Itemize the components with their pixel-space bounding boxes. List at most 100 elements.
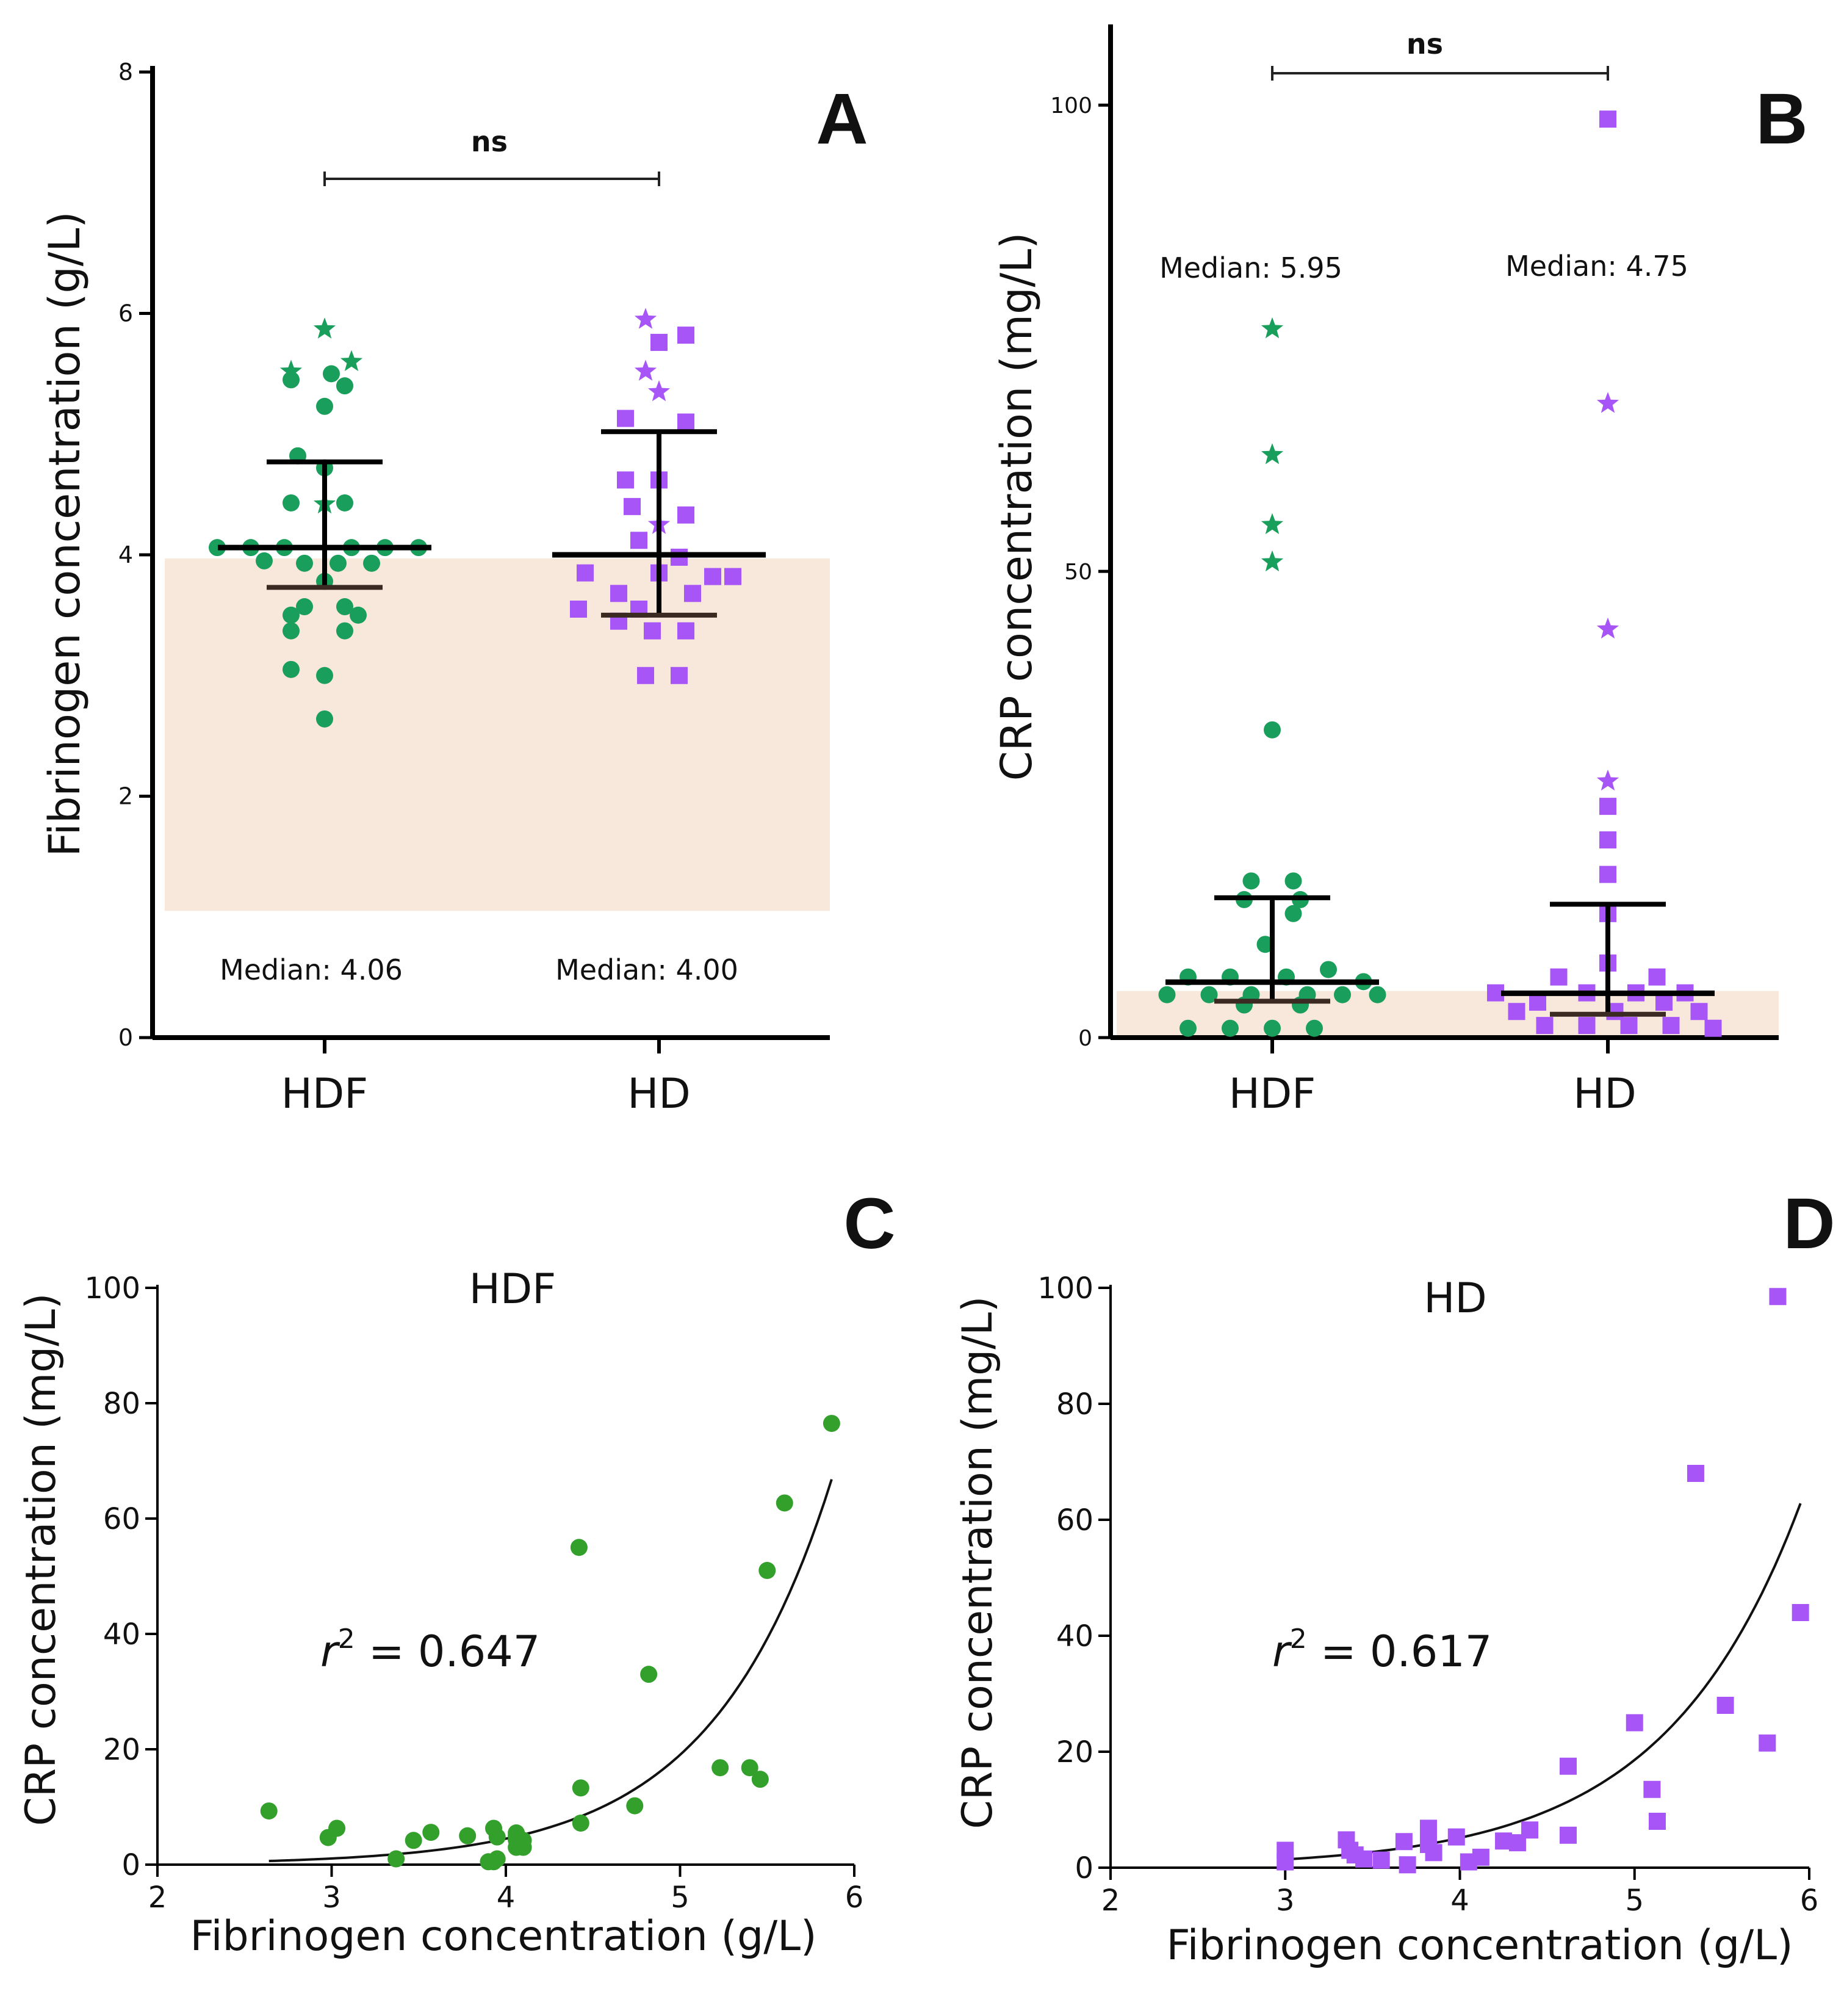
panel-b-hdf-point xyxy=(1320,961,1337,978)
panel-c-data-point xyxy=(422,1824,440,1841)
panel-b-hd-point xyxy=(1599,865,1616,883)
panel-d-data-point xyxy=(1648,1813,1666,1830)
panel-d-x-tick-label: 4 xyxy=(1450,1884,1469,1918)
panel-a-hdf-point xyxy=(316,667,333,684)
panel-d-data-point xyxy=(1792,1604,1809,1621)
panel-b-y-tick-label: 0 xyxy=(1078,1026,1092,1051)
panel-d-y-axis-label: CRP concentration (mg/L) xyxy=(954,1296,1002,1829)
panel-a-hd-point xyxy=(677,622,694,640)
panel-b-hd-point xyxy=(1655,993,1673,1011)
panel-a-hd-point xyxy=(677,413,694,431)
panel-a-hd-point xyxy=(677,506,694,524)
panel-b-category-hd: HD xyxy=(1573,1070,1637,1118)
panel-a-y-tick-label: 0 xyxy=(118,1024,133,1051)
panel-c-data-point xyxy=(570,1539,588,1556)
panel-a-hdf-point xyxy=(283,494,300,511)
panel-a-y-axis-label: Fibrinogen concentration (g/L) xyxy=(40,211,90,856)
panel-d-r2-sup: 2 xyxy=(1290,1624,1307,1655)
panel-c-data-point xyxy=(405,1832,422,1849)
panel-d-data-point xyxy=(1559,1826,1577,1844)
panel-a-hd-point xyxy=(637,667,654,684)
panel-b-hdf-point xyxy=(1334,986,1351,1003)
panel-b-hd-point xyxy=(1550,968,1568,986)
panel-b-star-point xyxy=(1261,550,1284,572)
panel-c-title: HDF xyxy=(469,1265,556,1313)
panel-d-y-tick-label: 60 xyxy=(1056,1503,1093,1537)
panel-b-hdf-point xyxy=(1242,872,1260,890)
panel-c-x-tick-label: 2 xyxy=(148,1881,167,1915)
panel-d-data-point xyxy=(1447,1828,1465,1846)
panel-a-hdf-point xyxy=(330,554,347,572)
panel-a-star-point xyxy=(340,350,363,371)
panel-b-hd-point xyxy=(1648,968,1666,986)
panel-b-plot: 0 50 100 xyxy=(1050,24,1779,1053)
panel-d-data-point xyxy=(1425,1844,1442,1862)
panel-a-hd-point xyxy=(630,532,647,549)
panel-a-hdf-point xyxy=(350,606,367,624)
panel-a-star-point xyxy=(634,359,657,381)
panel-d-data-point xyxy=(1399,1856,1416,1874)
panel-b-hd-point xyxy=(1599,110,1616,128)
panel-b-hd-point xyxy=(1599,798,1616,815)
panel-c-data-point xyxy=(626,1797,644,1815)
panel-b-y-tick-label: 100 xyxy=(1050,93,1092,118)
panel-d-y-tick-label: 20 xyxy=(1056,1735,1093,1769)
panel-c-x-tick-label: 5 xyxy=(671,1881,690,1915)
panel-d-x-tick-label: 6 xyxy=(1800,1884,1819,1918)
panel-d-y-tick-label: 40 xyxy=(1056,1619,1093,1653)
panel-a-hd-point xyxy=(624,497,641,515)
panel-c-data-point xyxy=(328,1819,346,1837)
panel-d-data-point xyxy=(1521,1821,1538,1839)
panel-c-r2-sup: 2 xyxy=(338,1624,355,1655)
panel-b-star-point xyxy=(1261,317,1284,339)
panel-b-hd-point xyxy=(1536,1017,1554,1035)
panel-a-reference-band xyxy=(165,558,830,911)
panel-a-significance: ns xyxy=(471,125,508,158)
panel-c-y-tick-label: 0 xyxy=(121,1848,140,1882)
panel-b-category-hdf: HDF xyxy=(1229,1070,1316,1118)
panel-a-hd-point xyxy=(671,667,688,684)
panel-c-data-point xyxy=(572,1814,589,1832)
panel-b-y-tick-label: 50 xyxy=(1064,560,1092,585)
panel-a-hdf-point xyxy=(296,598,313,616)
panel-d-x-tick-label: 2 xyxy=(1101,1884,1120,1918)
panel-c-x-axis-label: Fibrinogen concentration (g/L) xyxy=(190,1912,816,1960)
panel-b-hdf-point xyxy=(1306,1019,1323,1037)
panel-b-star-point xyxy=(1596,769,1619,791)
panel-c-fit-curve xyxy=(268,1479,833,1862)
panel-d-y-tick-label: 80 xyxy=(1056,1387,1093,1422)
panel-letter-a: A xyxy=(816,79,868,159)
panel-a-hd-point xyxy=(677,327,694,344)
panel-a-hdf-point xyxy=(296,554,313,572)
panel-d-data-point xyxy=(1372,1851,1390,1869)
panel-c-data-point xyxy=(751,1771,769,1788)
panel-d-data-point xyxy=(1716,1697,1734,1714)
panel-a-y-tick-label: 8 xyxy=(118,59,133,85)
panel-b-star-point xyxy=(1261,443,1284,464)
panel-a-hd-point xyxy=(610,585,627,602)
panel-a-plot: 0 2 4 6 8 xyxy=(118,59,830,1053)
panel-b-hdf-point xyxy=(1200,986,1218,1003)
panel-a-star-point xyxy=(313,317,336,339)
panel-a-hd-point xyxy=(617,410,634,427)
panel-b-star-point xyxy=(1596,392,1619,413)
panel-letter-c: C xyxy=(843,1183,895,1264)
panel-a-hd-point xyxy=(704,568,721,585)
panel-d-r2-r: r xyxy=(1272,1627,1292,1677)
panel-b-hdf-point xyxy=(1222,1019,1239,1037)
panel-d-plot: 0 20 40 60 80 100 2 3 4 5 6 xyxy=(1037,1271,1818,1918)
panel-a-category-hd: HD xyxy=(627,1070,691,1118)
panel-c-data-point xyxy=(488,1828,506,1846)
panel-c-y-tick-label: 40 xyxy=(103,1617,140,1652)
panel-c-r2-value: = 0.647 xyxy=(355,1627,541,1677)
panel-d-data-point xyxy=(1559,1757,1577,1775)
panel-c-y-tick-label: 80 xyxy=(103,1387,140,1421)
panel-d-data-point xyxy=(1277,1853,1294,1871)
panel-b-hd-point xyxy=(1508,1003,1525,1021)
panel-a-star-point xyxy=(279,359,303,381)
panel-b-hdf-point xyxy=(1264,1019,1281,1037)
panel-d-data-point xyxy=(1419,1819,1437,1837)
panel-a-hd-point xyxy=(570,600,587,618)
panel-d-x-tick-label: 5 xyxy=(1625,1884,1644,1918)
panel-b-star-point xyxy=(1596,617,1619,639)
